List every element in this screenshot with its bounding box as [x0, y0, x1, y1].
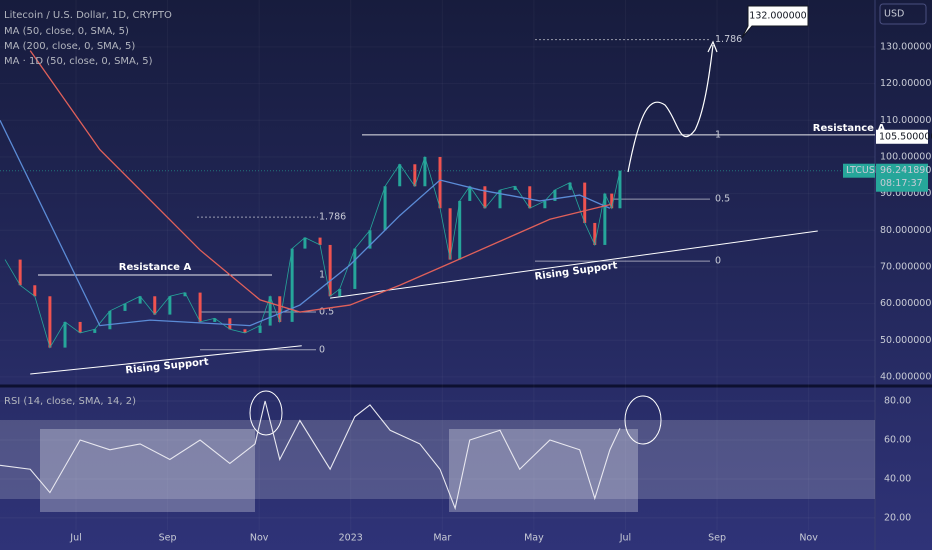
x-tick-label: Nov: [250, 533, 269, 544]
y-tick-label: 40.000000: [880, 371, 931, 382]
resistance-label: 105.500000: [879, 131, 932, 142]
y-tick-label: 80.000000: [880, 225, 931, 236]
moving-average: [29, 50, 611, 313]
last-price: 96.241890: [880, 165, 931, 176]
target-label: 132.000000: [749, 11, 806, 22]
symbol-label: LTCUSD: [846, 165, 882, 176]
resistance-tag: [876, 129, 928, 144]
y-tick-label: 90.000000: [880, 188, 931, 199]
annotation: Resistance A: [119, 262, 192, 273]
fib-label: 1.786: [715, 34, 742, 45]
fib-label: 0.5: [715, 194, 730, 205]
moving-average: [0, 119, 611, 327]
legend-entry: MA (200, close, 0, SMA, 5): [4, 41, 135, 52]
y-tick-label: 110.000000: [880, 115, 932, 126]
fib-label: 1.786: [319, 212, 346, 223]
x-tick-label: Sep: [159, 533, 177, 544]
x-tick-label: Mar: [433, 533, 451, 544]
price-tag: [876, 163, 928, 192]
countdown: 08:17:37: [880, 178, 923, 189]
y-tick-label: 120.000000: [880, 78, 932, 89]
y-tick-label: 60.000000: [880, 298, 931, 309]
fib-label: 0.5: [319, 307, 334, 318]
fib-label: 0: [715, 256, 721, 267]
currency-box: [879, 3, 927, 25]
x-tick-label: Nov: [799, 533, 818, 544]
circle: [249, 390, 283, 436]
currency: USD: [884, 9, 904, 20]
rsi-tick-label: 80.00: [884, 396, 911, 407]
x-tick-label: Jul: [619, 533, 631, 544]
x-tick-label: 2023: [339, 533, 363, 544]
rsi-line: [0, 400, 621, 511]
rsi-box: [40, 429, 255, 512]
rsi-tick-label: 40.00: [884, 473, 911, 484]
rsi-box: [449, 429, 638, 512]
rising-support: [30, 345, 302, 375]
target-callout: [741, 5, 809, 38]
fib-label: 1: [715, 129, 721, 140]
annotation: Resistance A: [813, 123, 886, 134]
x-tick-label: Sep: [708, 533, 726, 544]
y-tick-label: 70.000000: [880, 261, 931, 272]
price-tag: [843, 163, 875, 178]
x-tick-label: Jul: [69, 533, 81, 544]
arrow-head: [707, 40, 718, 53]
rsi-label: RSI (14, close, SMA, 14, 2): [4, 396, 136, 407]
y-tick-label: 50.000000: [880, 335, 931, 346]
title: Litecoin / U.S. Dollar, 1D, CRYPTO: [4, 10, 172, 21]
rsi-tick-label: 60.00: [884, 435, 911, 446]
circle: [624, 395, 662, 445]
y-tick-label: 100.000000: [880, 151, 932, 162]
legend-entry: MA · 1D (50, close, 0, SMA, 5): [4, 56, 153, 67]
rsi-tick-label: 20.00: [884, 512, 911, 523]
fib-label: 1: [319, 270, 325, 281]
fib-label: 0: [319, 344, 325, 355]
projection-arrow: [627, 44, 714, 173]
price-line: [4, 155, 621, 349]
y-tick-label: 130.000000: [880, 41, 932, 52]
rsi-band: [0, 420, 875, 499]
rising-support: [330, 230, 818, 299]
x-tick-label: May: [524, 533, 544, 544]
legend-entry: MA (50, close, 0, SMA, 5): [4, 26, 129, 37]
